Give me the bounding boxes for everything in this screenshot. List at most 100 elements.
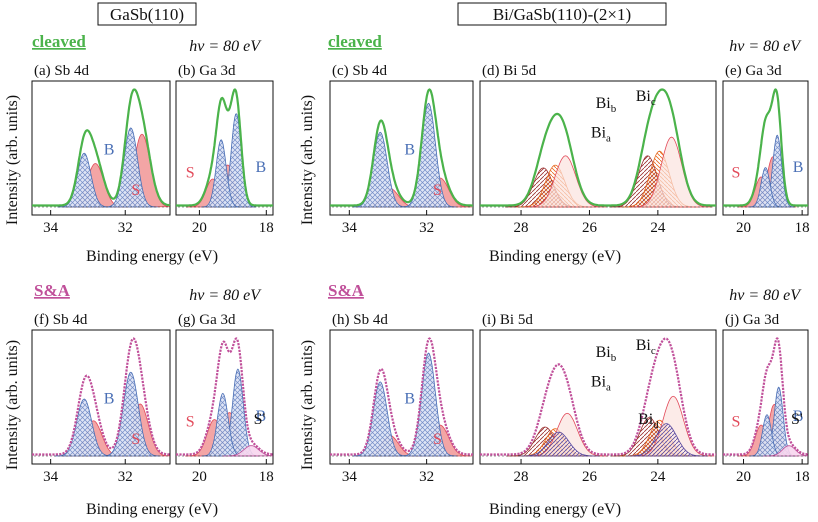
peak-component-i-6: [625, 423, 708, 457]
xlabel-row1-right: Binding energy (eV): [489, 248, 621, 265]
peak-component-b-3: [201, 139, 242, 208]
tick-label-j-1: 18: [795, 469, 810, 485]
annotation-a-1: S: [131, 182, 140, 199]
annotation-j-2: S': [791, 411, 803, 428]
peak-component-a-3: [57, 152, 112, 208]
tick-label-e-1: 18: [795, 220, 810, 236]
tick-label-b-0: 20: [192, 220, 207, 236]
panel-frame-g: [175, 329, 274, 465]
data-curve-d: [480, 88, 716, 207]
panel-frame-j: [722, 329, 809, 465]
hv-label-row2-right: hv = 80 eV: [729, 287, 802, 304]
annotation-f-1: S: [131, 431, 140, 448]
peak-component-d-5: [524, 155, 607, 208]
tick-label-a-0: 34: [43, 220, 59, 236]
right-title-box: [457, 2, 667, 26]
tick-label-f-1: 32: [118, 469, 133, 485]
panel-frame-d: [479, 80, 717, 216]
annotation-d-2: Bia: [591, 124, 611, 144]
tick-label-c-0: 34: [342, 220, 358, 236]
panel-a: 34 32 (a) Sb 4d B S: [31, 63, 171, 236]
annotation-i-2: Bia: [591, 373, 611, 393]
left-title: GaSb(110): [110, 5, 184, 24]
peak-component-d-4: [630, 136, 713, 208]
panel-d: 28 26 24 (d) Bi 5d Bib Bic Bia: [479, 63, 717, 236]
panel-j: 20 18 (j) Ga 3d S BS': [722, 312, 810, 485]
annotation-i-3: Bid: [638, 411, 659, 431]
data-curve-h: [330, 337, 473, 456]
annotation-i-0: Bib: [596, 344, 617, 364]
panel-title-f: (f) Sb 4d: [34, 312, 88, 328]
xlabel-row2-right: Binding energy (eV): [489, 501, 621, 518]
annotation-h-1: S: [433, 431, 442, 448]
panel-title-i: (i) Bi 5d: [482, 312, 533, 328]
annotation-b-1: B: [256, 159, 267, 176]
panel-title-a: (a) Sb 4d: [34, 63, 89, 79]
tick-label-g-0: 20: [192, 469, 207, 485]
panel-title-j: (j) Ga 3d: [725, 312, 780, 328]
annotation-b-0: S: [186, 164, 195, 181]
panel-frame-a: [31, 80, 171, 216]
annotation-a-0: B: [104, 142, 115, 159]
annotation-f-0: B: [104, 391, 115, 408]
ylabel-row2-right: Intensity (arb. units): [299, 340, 316, 470]
panel-g: 20 18 (g) Ga 3d S BS': [175, 312, 274, 485]
panel-b: 20 18 (b) Ga 3d S B: [175, 63, 274, 236]
annotation-j-0: S: [732, 413, 741, 430]
annotation-j-1: B: [793, 408, 804, 425]
tick-label-i-2: 24: [650, 469, 666, 485]
panel-frame-e: [722, 80, 809, 216]
xlabel-row2-left: Binding energy (eV): [86, 501, 218, 518]
tick-label-d-0: 28: [514, 220, 529, 236]
hv-label-row2-left: hv = 80 eV: [189, 287, 262, 304]
panel-title-e: (e) Ga 3d: [725, 63, 782, 79]
sa-tag-left: S&A: [34, 281, 71, 300]
data-curve-c: [330, 88, 473, 207]
peak-component-h-2: [400, 352, 457, 457]
panel-frame-f: [31, 329, 171, 465]
tick-label-f-0: 34: [43, 469, 59, 485]
annotation-g-2: S': [254, 411, 266, 428]
panel-c: 34 32 (c) Sb 4d B S: [329, 63, 474, 236]
panel-e: 20 18 (e) Ga 3d S B: [722, 63, 810, 236]
xlabel-row1-left: Binding energy (eV): [86, 248, 218, 265]
data-curve-i: [480, 337, 716, 456]
right-title: Bi/GaSb(110)-(2×1): [493, 5, 631, 24]
peak-component-f-2: [101, 371, 161, 457]
peak-component-e-3: [747, 167, 784, 208]
peak-component-c-3: [352, 131, 409, 208]
hv-label-row1-left: hv = 80 eV: [189, 38, 262, 55]
hv-label-row1-right: hv = 80 eV: [729, 38, 802, 55]
panel-h: 34 32 (h) Sb 4d B S: [329, 312, 474, 485]
annotation-e-1: B: [793, 159, 804, 176]
annotation-g-0: S: [186, 413, 195, 430]
tick-label-i-1: 26: [582, 469, 598, 485]
cleaved-tag-left: cleaved: [32, 32, 86, 51]
data-curve-g: [176, 337, 274, 456]
panel-frame-h: [329, 329, 474, 465]
data-curve-f: [32, 337, 170, 456]
annotation-c-1: S: [433, 182, 442, 199]
sa-tag-right: S&A: [328, 281, 365, 300]
tick-label-e-0: 20: [736, 220, 751, 236]
annotation-h-0: B: [404, 391, 415, 408]
panel-frame-i: [479, 329, 717, 465]
peak-component-h-3: [352, 381, 409, 457]
panel-title-g: (g) Ga 3d: [178, 312, 236, 328]
peak-component-f-3: [54, 398, 115, 457]
tick-label-h-0: 34: [342, 469, 358, 485]
data-curve-b: [176, 88, 273, 207]
ylabel-row2-left: Intensity (arb. units): [4, 340, 21, 470]
panel-title-b: (b) Ga 3d: [178, 63, 236, 79]
tick-label-h-1: 32: [419, 469, 434, 485]
annotation-g-1: B: [256, 408, 267, 425]
annotation-d-1: Bic: [636, 88, 656, 108]
data-curve-a: [32, 88, 171, 207]
annotation-d-0: Bib: [596, 95, 617, 115]
data-curve-j: [723, 337, 809, 456]
tick-label-a-1: 32: [118, 220, 133, 236]
ylabel-row1-left: Intensity (arb. units): [4, 95, 21, 225]
left-title-box: [97, 2, 197, 26]
tick-label-g-1: 18: [259, 469, 274, 485]
